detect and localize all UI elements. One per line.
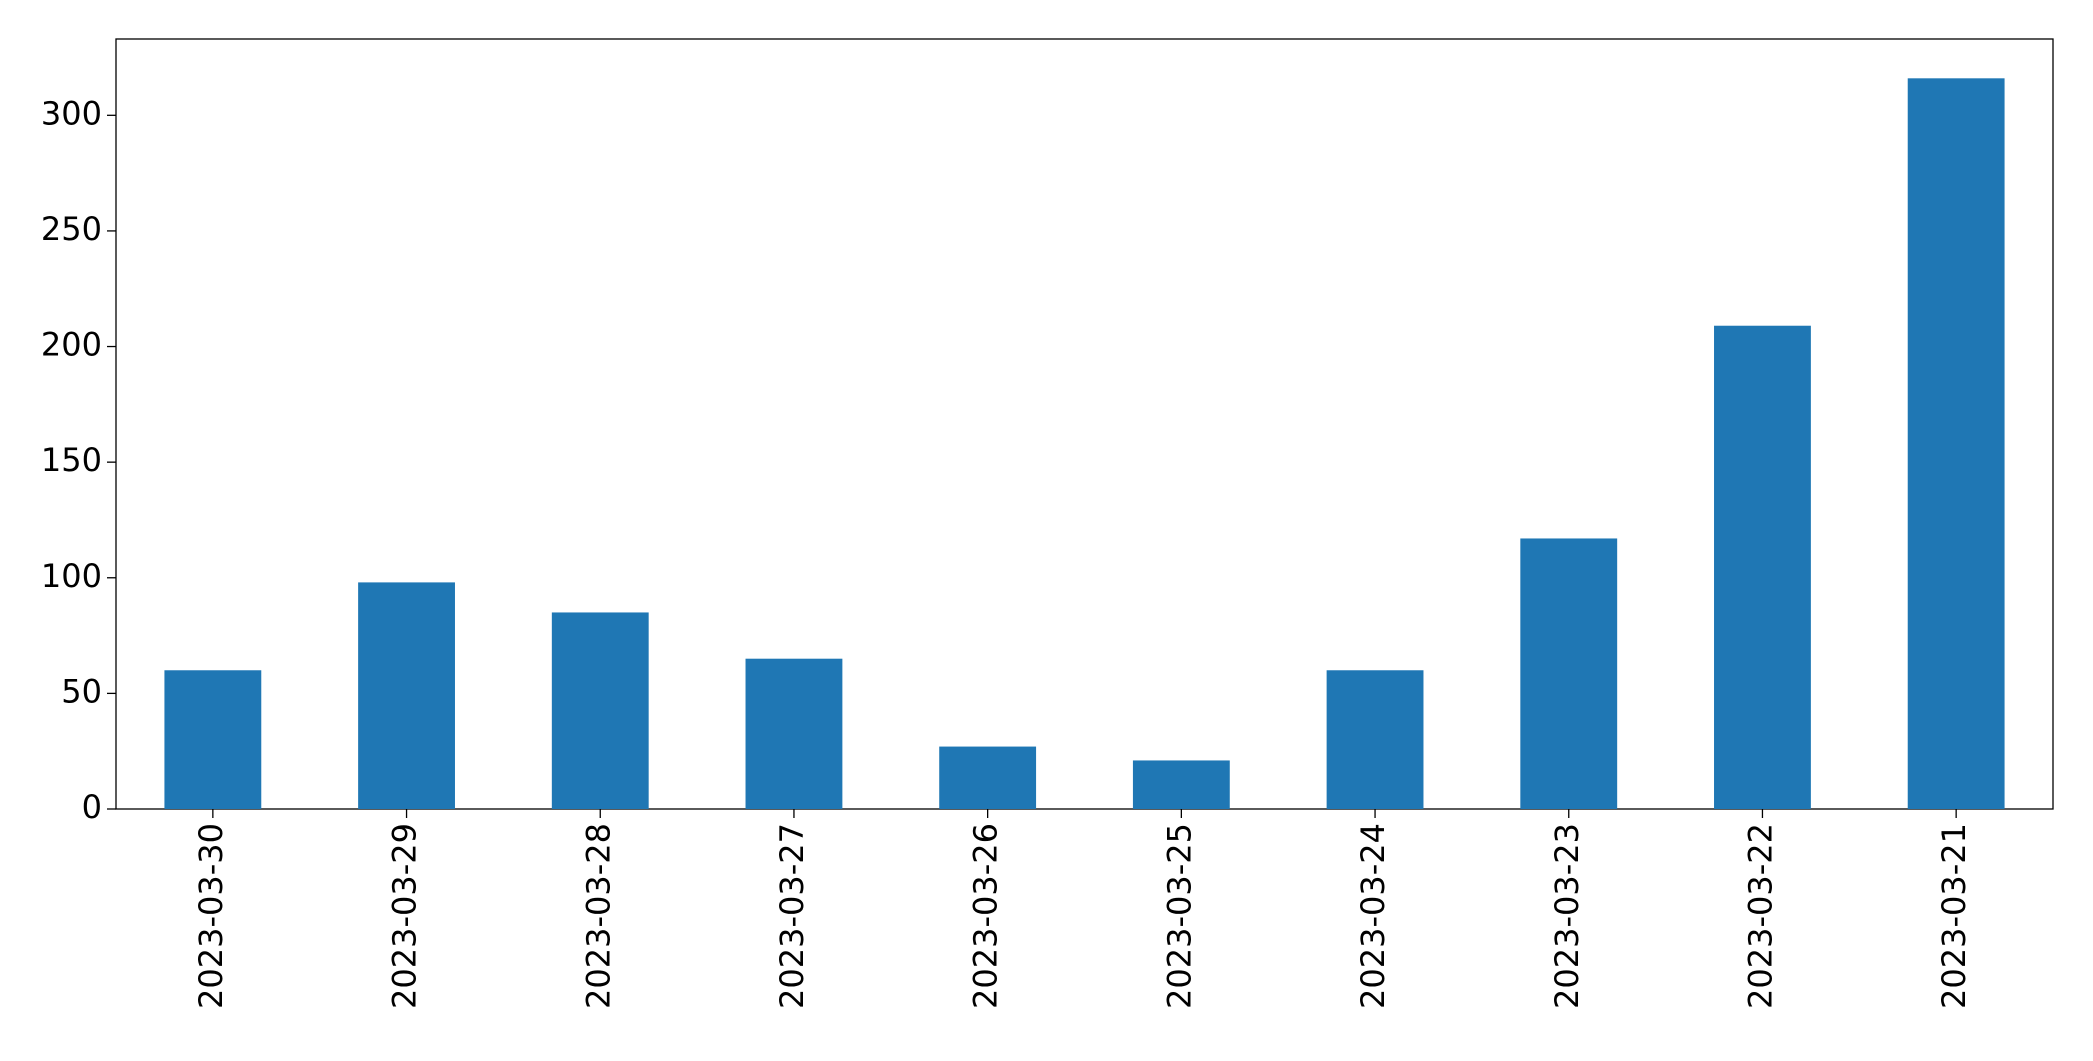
bar [358,582,455,809]
y-tick-label: 250 [41,210,102,248]
bar [745,658,843,809]
y-tick-label: 300 [41,94,102,132]
x-tick-label: 2023-03-23 [1548,823,1586,1009]
x-tick-label: 2023-03-22 [1741,823,1779,1009]
x-tick-label: 2023-03-30 [192,823,230,1009]
bar [551,612,649,809]
bar [1714,325,1811,809]
y-tick-label: 150 [41,441,102,479]
bar [1326,670,1424,809]
x-tick-label: 2023-03-28 [579,823,617,1009]
y-tick-label: 100 [41,557,102,595]
y-tick-label: 0 [82,788,102,826]
x-tick-label: 2023-03-25 [1160,823,1198,1009]
bar [1907,78,2005,809]
plot-frame [115,38,2054,810]
bar [1132,760,1230,809]
x-tick-label: 2023-03-26 [967,823,1005,1009]
bar [939,746,1037,809]
y-tick-label: 200 [41,326,102,364]
x-tick-label: 2023-03-27 [773,823,811,1009]
y-tick-label: 50 [61,672,102,710]
x-tick-label: 2023-03-21 [1935,823,1973,1009]
bar [1520,538,1618,809]
x-tick-label: 2023-03-29 [386,823,424,1009]
x-tick-label: 2023-03-24 [1354,823,1392,1009]
bar [164,670,262,809]
